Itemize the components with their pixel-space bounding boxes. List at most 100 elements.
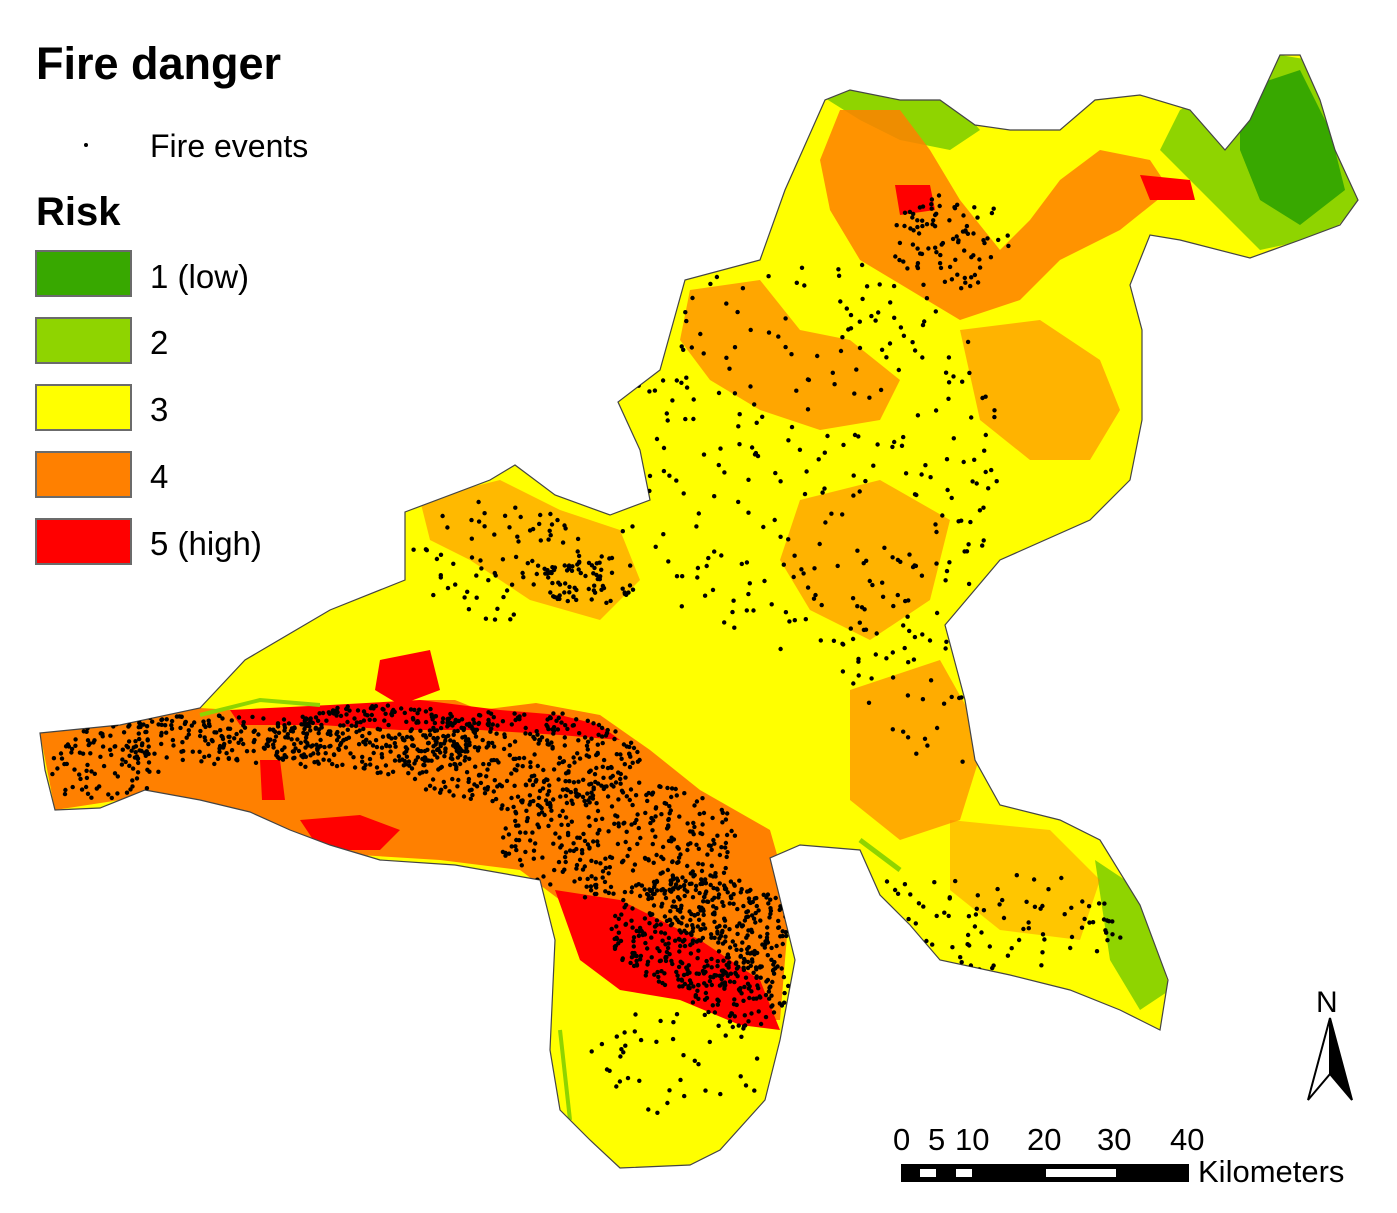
fire-event-point [560, 808, 565, 814]
fire-event-point [972, 457, 977, 462]
scale-tick-0: 0 [893, 1122, 911, 1157]
fire-event-point [501, 594, 506, 600]
fire-event-point [601, 757, 607, 763]
fire-event-point [609, 926, 614, 932]
fire-event-point [994, 479, 999, 484]
fire-event-point [654, 436, 660, 442]
fire-event-point [597, 577, 602, 582]
fire-event-point [869, 932, 875, 938]
fire-event-point [696, 861, 701, 866]
fire-event-point [869, 676, 874, 681]
fire-event-point [530, 830, 535, 835]
fire-event-point [836, 273, 842, 278]
fire-event-point [587, 782, 592, 787]
fire-event-point [445, 585, 451, 591]
fire-event-point [690, 829, 695, 834]
fire-event-point [703, 877, 708, 882]
fire-event-point [536, 741, 541, 746]
fire-event-point [745, 950, 750, 956]
fire-event-point [884, 879, 890, 884]
fire-event-point [940, 513, 945, 518]
fire-event-point [374, 744, 380, 750]
fire-event-point [97, 784, 102, 789]
fire-event-point [678, 943, 683, 949]
fire-event-point [481, 761, 486, 767]
fire-event-point [993, 682, 998, 688]
fire-event-point [353, 723, 359, 729]
fire-event-point [484, 774, 489, 779]
fire-event-point [694, 799, 700, 804]
fire-event-point [706, 843, 712, 848]
fire-event-point [1059, 875, 1064, 881]
fire-event-point [676, 886, 681, 891]
fire-event-point [488, 711, 494, 716]
fire-event-point [892, 315, 897, 320]
fire-event-point [848, 312, 854, 318]
fire-event-point [517, 756, 522, 761]
fire-event-point [913, 563, 919, 569]
fire-event-point [400, 735, 405, 741]
fire-event-point [443, 749, 448, 755]
fire-event-point [747, 899, 752, 905]
fire-event-point [551, 711, 556, 716]
fire-event-point [604, 730, 610, 736]
fire-event-point [733, 943, 738, 948]
fire-event-point [742, 1013, 747, 1018]
fire-event-point [962, 549, 967, 554]
fire-event-point [432, 752, 437, 757]
fire-event-point [483, 616, 489, 621]
fire-event-point [638, 1037, 644, 1043]
fire-event-point [476, 745, 482, 750]
fire-event-point [704, 889, 709, 894]
fire-event-point [308, 716, 313, 721]
fire-event-point [791, 574, 796, 580]
fire-event-point [606, 829, 611, 834]
fire-event-point [646, 790, 651, 796]
fire-event-point [565, 598, 570, 604]
fire-event-point [396, 754, 402, 759]
fire-event-point [731, 882, 737, 887]
fire-event-point [509, 722, 514, 727]
fire-event-point [515, 794, 521, 799]
fire-event-point [528, 760, 533, 765]
fire-event-point [956, 238, 961, 243]
fire-event-point [632, 1029, 637, 1034]
fire-event-point [946, 380, 952, 385]
fire-event-point [459, 748, 465, 754]
fire-event-point [528, 764, 533, 770]
fire-event-point [703, 990, 709, 996]
fire-event-point [1003, 744, 1009, 749]
fire-event-point [555, 517, 560, 523]
fire-event-point [758, 1021, 764, 1027]
fire-event-point [776, 918, 781, 924]
fire-event-point [920, 632, 925, 637]
fire-event-point [830, 370, 835, 375]
fire-event-point [683, 310, 688, 315]
fire-event-point [406, 759, 412, 764]
fire-event-point [689, 345, 694, 350]
fire-event-point [766, 330, 772, 335]
fire-event-point [681, 347, 686, 352]
fire-event-point [723, 865, 728, 871]
fire-event-point [954, 620, 960, 625]
fire-event-point [737, 921, 742, 926]
fire-event-point [482, 786, 488, 791]
fire-event-point [631, 745, 637, 751]
fire-event-point [867, 578, 872, 584]
fire-event-point [367, 731, 372, 736]
fire-event-point [473, 764, 478, 769]
fire-event-point [608, 598, 613, 604]
fire-event-point [371, 706, 376, 711]
fire-event-point [535, 802, 541, 808]
fire-event-point [390, 769, 396, 774]
fire-event-point [429, 758, 434, 763]
fire-event-point [666, 824, 671, 830]
fire-event-point [681, 491, 686, 496]
fire-event-point [722, 924, 728, 929]
fire-event-point [503, 826, 508, 831]
fire-event-point [676, 919, 682, 925]
scale-tick-30: 30 [1097, 1122, 1132, 1157]
fire-event-point [469, 555, 475, 560]
fire-event-point [354, 720, 360, 725]
